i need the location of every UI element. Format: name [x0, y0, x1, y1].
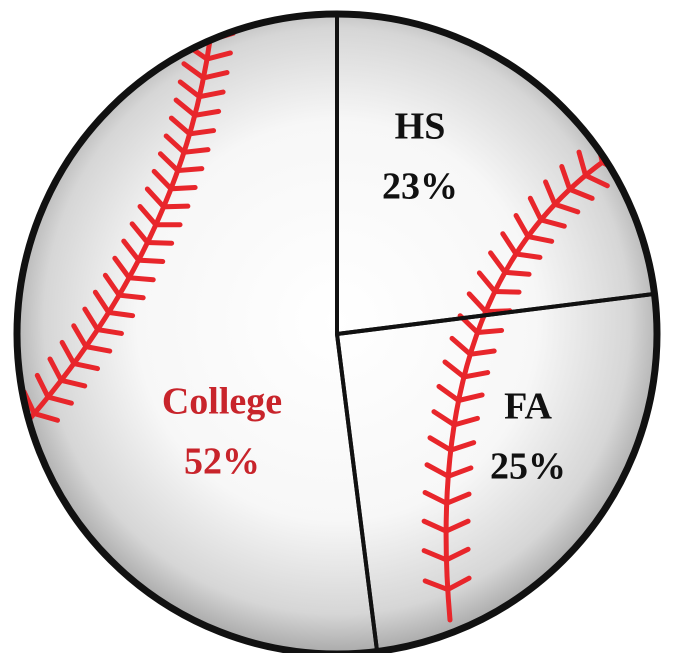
seam-stitch: [121, 238, 166, 265]
seam-stitch: [21, 389, 61, 423]
seams: [17, 24, 643, 623]
seam-stitch: [137, 203, 183, 228]
seam-stitch: [576, 149, 610, 189]
seam-stitch: [173, 97, 222, 119]
seam-stitch: [613, 123, 643, 166]
seam-stitch: [168, 115, 217, 137]
seam-stitch: [449, 335, 497, 357]
seam-stitch: [421, 546, 471, 563]
labels: HS 23% FA 25% College 52%: [162, 106, 566, 488]
seam-stitch: [47, 356, 88, 389]
seam-stitch: [92, 289, 136, 319]
slice-label: FA: [504, 386, 552, 428]
seam-stitch: [427, 435, 477, 453]
seam-stitch: [163, 133, 211, 155]
seam-stitch: [424, 462, 474, 480]
seam-stitch: [543, 179, 581, 215]
seam-stitch: [102, 272, 146, 301]
seam-stitch: [129, 221, 175, 246]
seam-stitch: [422, 575, 472, 593]
seam-stitch: [151, 168, 198, 192]
seam-stitch: [442, 359, 491, 380]
seam-stitch: [513, 213, 555, 244]
seam-stitch: [431, 409, 480, 428]
seam-stitch: [500, 231, 543, 260]
seam-stitch: [457, 313, 505, 336]
slice-label: College: [162, 381, 282, 423]
slice-value-label: 25%: [490, 446, 566, 488]
seam-stitch: [157, 151, 205, 174]
seam-stitch: [181, 61, 230, 81]
seam-stitch: [436, 383, 485, 404]
ball-outline: [13, 10, 661, 653]
seam-stitch: [466, 291, 513, 315]
slice-label: HS: [395, 106, 446, 148]
seam-stitch: [488, 250, 532, 277]
seam-stitch: [112, 255, 156, 283]
seam-stitch: [422, 490, 472, 507]
seam-stitch: [82, 306, 124, 336]
seam-stitch: [177, 79, 226, 100]
slice-value-label: 52%: [184, 441, 260, 483]
seam-stitch: [476, 270, 522, 295]
seam-stitch: [527, 195, 567, 229]
seam-stitch: [559, 164, 595, 201]
seam-stitch: [59, 339, 101, 372]
seam-stitch: [71, 323, 113, 354]
seam-stitch: [34, 372, 74, 406]
seam-stitch: [421, 518, 471, 534]
seam-stitch: [144, 186, 191, 210]
slice-value-label: 23%: [382, 166, 458, 208]
